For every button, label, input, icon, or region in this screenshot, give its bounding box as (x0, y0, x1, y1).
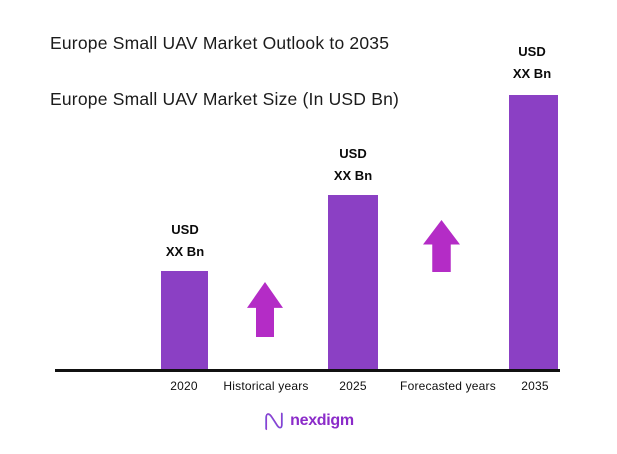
x-tick-2025: 2025 (339, 379, 367, 393)
x-tick-2020: 2020 (170, 379, 198, 393)
bar-2035 (509, 95, 558, 370)
value-line-usd: USD (339, 146, 367, 161)
chart-subtitle: Europe Small UAV Market Size (In USD Bn) (50, 89, 400, 109)
x-axis-line (55, 369, 560, 372)
historical-years-label: Historical years (223, 379, 309, 393)
growth-arrow-icon (423, 220, 460, 272)
growth-arrow-icon (247, 282, 283, 337)
value-line-usd: USD (171, 222, 199, 237)
forecasted-years-label: Forecasted years (400, 379, 496, 393)
value-line-amount: XX Bn (512, 66, 552, 81)
value-line-amount: XX Bn (333, 168, 373, 183)
bar-2020 (161, 271, 208, 370)
bar-value-label-2025: USD XX Bn (334, 143, 372, 187)
brand-name: nexdigm (290, 412, 354, 429)
x-tick-2035: 2035 (521, 379, 549, 393)
bar-value-label-2020: USD XX Bn (166, 219, 204, 263)
nexdigm-n-wave-icon (265, 412, 283, 431)
chart-title: Europe Small UAV Market Outlook to 2035 (50, 33, 390, 53)
value-line-amount: XX Bn (165, 244, 205, 259)
bar-value-label-2035: USD XX Bn (513, 41, 551, 85)
bar-2025 (328, 195, 378, 370)
brand-logo: nexdigm (0, 407, 617, 435)
value-line-usd: USD (518, 44, 546, 59)
